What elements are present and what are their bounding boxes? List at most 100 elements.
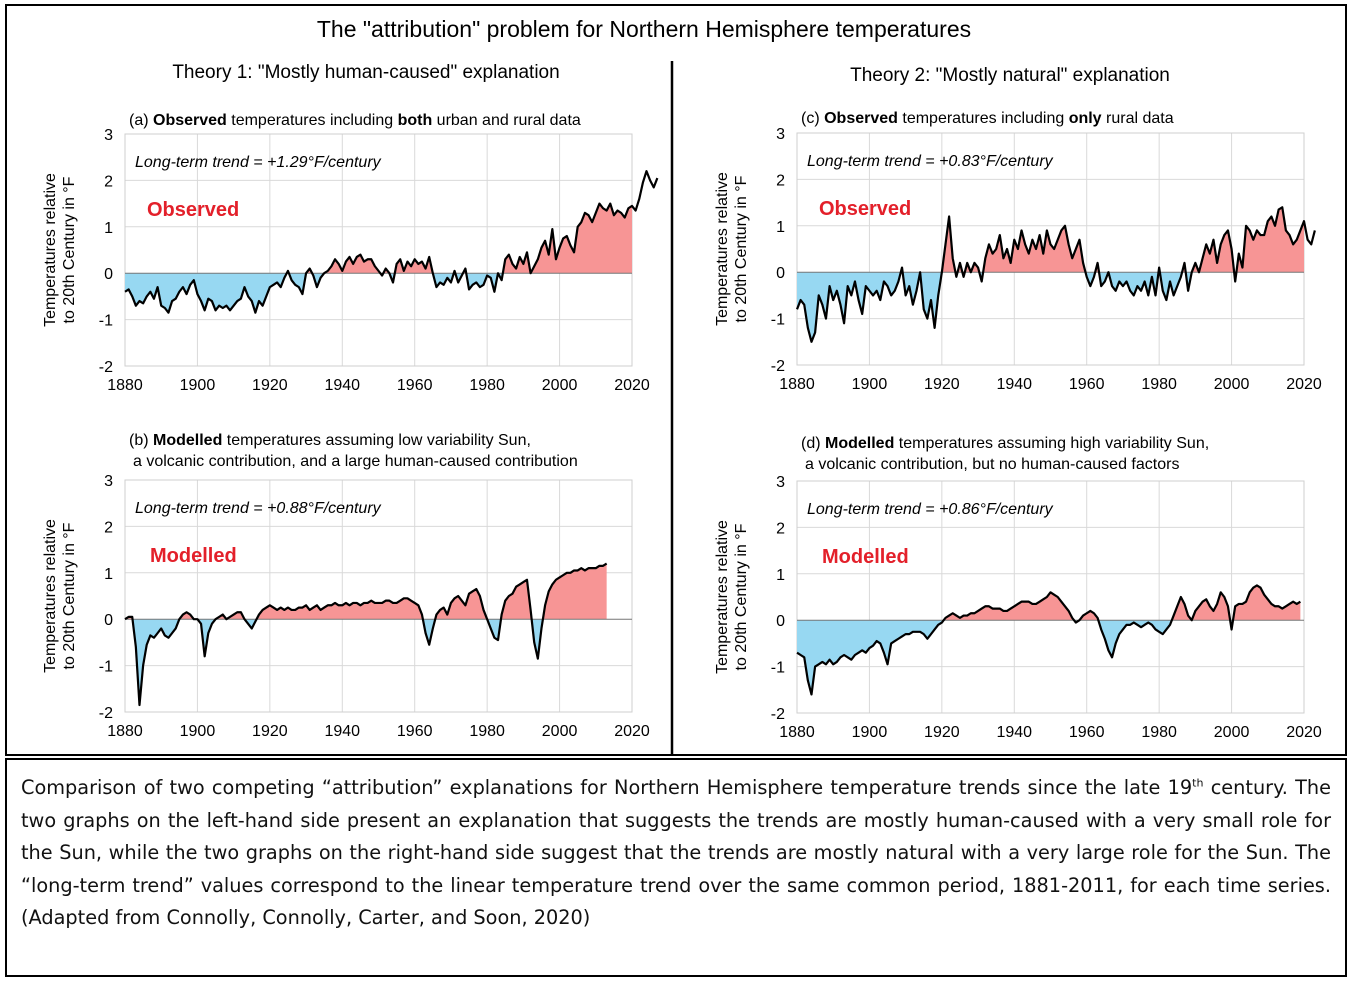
x-tick-label: 1920 <box>252 723 288 740</box>
y-tick-label: 0 <box>104 266 113 283</box>
trend-label: Long-term trend = +0.86°F/century <box>807 501 1054 518</box>
x-tick-label: 2000 <box>542 723 578 740</box>
panel-caption: (b) Modelled temperatures assuming low v… <box>129 432 531 449</box>
x-tick-label: 1940 <box>996 724 1032 741</box>
panel-caption: (c) Observed temperatures including only… <box>801 110 1174 127</box>
panel-caption-part: (c) <box>801 110 824 127</box>
x-tick-label: 2000 <box>1214 724 1250 741</box>
panel-caption-part: temperatures including <box>227 112 398 129</box>
panel-caption-bold: Modelled <box>825 435 894 452</box>
y-axis-label: Temperatures relative <box>42 519 59 673</box>
x-tick-label: 1880 <box>107 723 143 740</box>
series-label: Modelled <box>822 546 909 568</box>
x-tick-label: 1900 <box>852 724 888 741</box>
panel-caption-bold: Observed <box>153 112 227 129</box>
y-tick-label: 1 <box>776 567 785 584</box>
x-tick-label: 2020 <box>1286 376 1322 393</box>
temperature-series-line <box>124 170 659 314</box>
negative-anomaly-area <box>132 619 543 706</box>
y-tick-label: 0 <box>776 265 785 282</box>
x-tick-label: 1880 <box>779 724 815 741</box>
positive-anomaly-area <box>943 585 1301 621</box>
x-tick-label: 2020 <box>614 377 650 394</box>
temperature-series-line <box>795 206 1316 343</box>
trend-label: Long-term trend = +0.88°F/century <box>135 500 382 517</box>
right-theory-heading: Theory 2: "Mostly natural" explanation <box>850 65 1170 86</box>
x-tick-label: 1880 <box>779 376 815 393</box>
panel-caption-line2: a volcanic contribution, and a large hum… <box>133 453 578 470</box>
x-tick-label: 1960 <box>1069 724 1105 741</box>
y-tick-label: 3 <box>104 473 113 490</box>
x-tick-label: 1980 <box>469 723 505 740</box>
caption-superscript: th <box>1192 776 1204 790</box>
temperature-series-line <box>796 584 1301 696</box>
series-label: Observed <box>147 199 239 221</box>
x-tick-label: 1940 <box>324 723 360 740</box>
x-tick-label: 1900 <box>852 376 888 393</box>
y-tick-label: -2 <box>771 358 785 375</box>
y-tick-label: 3 <box>776 474 785 491</box>
x-tick-label: 1920 <box>924 724 960 741</box>
x-tick-label: 1900 <box>180 377 216 394</box>
panel-caption-bold: only <box>1069 110 1102 127</box>
y-axis-label: to 20th Century in °F <box>61 176 78 323</box>
panel-caption-part: temperatures including <box>898 110 1069 127</box>
positive-anomaly-area <box>286 203 632 274</box>
plot-frame <box>124 479 633 713</box>
x-tick-label: 1940 <box>996 376 1032 393</box>
panel-caption-part: (b) <box>129 432 153 449</box>
y-tick-label: -1 <box>771 660 785 677</box>
y-tick-label: 0 <box>776 613 785 630</box>
y-tick-label: 2 <box>776 172 785 189</box>
y-tick-label: 3 <box>104 127 113 144</box>
chart-a: 1880 1900 1920 1940 1960 1980 2000 2020 -2 -1 0 1 2 3… <box>42 112 659 394</box>
x-tick-label: 1900 <box>180 723 216 740</box>
panel-caption-part: (a) <box>129 112 153 129</box>
series-label: Observed <box>819 198 911 220</box>
y-tick-label: 1 <box>104 566 113 583</box>
y-axis-label: Temperatures relative <box>42 173 59 327</box>
trend-label: Long-term trend = +0.83°F/century <box>807 153 1054 170</box>
x-tick-label: 2000 <box>1214 376 1250 393</box>
y-tick-label: -1 <box>99 659 113 676</box>
y-axis-label: Temperatures relative <box>714 172 731 326</box>
figure-canvas: The "attribution" problem for Northern H… <box>42 16 1322 754</box>
x-tick-label: 2020 <box>614 723 650 740</box>
panel-caption-bold: both <box>398 112 433 129</box>
x-tick-label: 1880 <box>107 377 143 394</box>
y-axis-label: to 20th Century in °F <box>61 522 78 669</box>
x-tick-label: 1920 <box>924 376 960 393</box>
x-tick-label: 1980 <box>1141 724 1177 741</box>
panel-caption: (d) Modelled temperatures assuming high … <box>801 435 1209 452</box>
positive-anomaly-area <box>125 563 607 620</box>
figure-caption: Comparison of two competing “attribution… <box>5 758 1347 977</box>
left-theory-heading: Theory 1: "Mostly human-caused" explanat… <box>172 62 559 83</box>
panel-caption-part: urban and rural data <box>432 112 581 129</box>
plot-frame <box>796 480 1305 714</box>
chart-panels: 1880 1900 1920 1940 1960 1980 2000 2020-2-10123… <box>42 110 1322 741</box>
trend-label: Long-term trend = +1.29°F/century <box>135 154 382 171</box>
chart-d: 1880 1900 1920 1940 1960 1980 2000 2020 -2 -1 0 1 2 3… <box>714 435 1322 741</box>
x-tick-label: 1940 <box>324 377 360 394</box>
y-tick-label: -2 <box>771 706 785 723</box>
panel-caption-part: (d) <box>801 435 825 452</box>
y-tick-label: 2 <box>104 173 113 190</box>
panel-caption-part: temperatures assuming low variability Su… <box>222 432 531 449</box>
series-label: Modelled <box>150 545 237 567</box>
y-tick-label: -2 <box>99 359 113 376</box>
chart-c: 1880 1900 1920 1940 1960 1980 2000 2020 -2 -1 0 1 2 3… <box>714 110 1322 393</box>
y-tick-label: 1 <box>776 219 785 236</box>
figure-panel: The "attribution" problem for Northern H… <box>5 4 1347 756</box>
negative-anomaly-area <box>125 273 503 313</box>
y-axis-label: Temperatures relative <box>714 520 731 674</box>
panel-caption-line2: a volcanic contribution, but no human-ca… <box>805 456 1179 473</box>
caption-text-rest: century. The two graphs on the left-hand… <box>21 776 1331 929</box>
panel-caption-part: rural data <box>1102 110 1174 127</box>
x-tick-label: 1960 <box>397 377 433 394</box>
temperature-series-line <box>124 562 608 707</box>
y-axis-label: to 20th Century in °F <box>733 175 750 322</box>
y-tick-label: -2 <box>99 705 113 722</box>
y-tick-label: 2 <box>776 520 785 537</box>
negative-anomaly-area <box>797 620 1234 695</box>
figure-title: The "attribution" problem for Northern H… <box>317 16 971 42</box>
